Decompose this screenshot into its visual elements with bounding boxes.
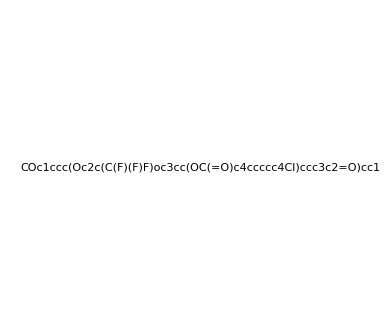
Text: COc1ccc(Oc2c(C(F)(F)F)oc3cc(OC(=O)c4ccccc4Cl)ccc3c2=O)cc1: COc1ccc(Oc2c(C(F)(F)F)oc3cc(OC(=O)c4cccc… — [21, 163, 381, 173]
